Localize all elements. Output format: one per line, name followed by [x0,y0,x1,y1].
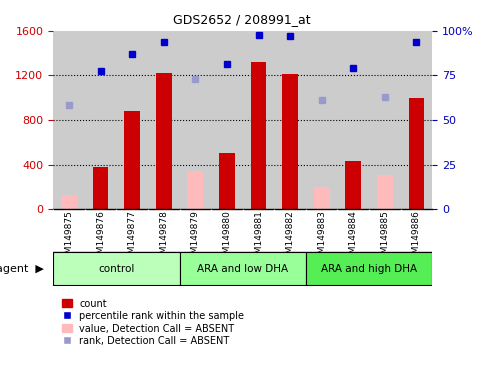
Bar [282,74,298,209]
Bar [180,31,211,209]
Text: GSM149882: GSM149882 [285,210,295,265]
Bar [156,73,171,209]
Text: ARA and low DHA: ARA and low DHA [197,264,288,274]
Bar [211,31,243,209]
Bar [409,98,425,209]
Bar [274,31,306,209]
Text: GSM149886: GSM149886 [412,210,421,265]
Bar [93,167,108,209]
Text: GSM149883: GSM149883 [317,210,326,265]
Bar [369,31,401,209]
Bar [148,31,180,209]
Text: GSM149881: GSM149881 [254,210,263,265]
Bar [187,171,203,209]
Text: GSM149884: GSM149884 [349,210,358,265]
Text: ARA and high DHA: ARA and high DHA [321,264,417,274]
Bar [338,31,369,209]
Bar [306,31,338,209]
Bar [377,175,393,209]
Bar [53,252,180,285]
Text: GSM149877: GSM149877 [128,210,137,265]
Text: GSM149879: GSM149879 [191,210,200,265]
Text: agent  ▶: agent ▶ [0,264,43,274]
Bar [401,31,432,209]
Bar [124,111,140,209]
Bar [314,187,329,209]
Bar [53,31,85,209]
Bar [85,31,116,209]
Bar [180,252,306,285]
Bar [61,195,77,209]
Text: GSM149880: GSM149880 [222,210,231,265]
Text: GDS2652 / 208991_at: GDS2652 / 208991_at [173,13,310,26]
Text: GSM149885: GSM149885 [381,210,389,265]
Bar [251,62,267,209]
Bar [243,31,274,209]
Text: control: control [98,264,134,274]
Bar [116,31,148,209]
Legend: count, percentile rank within the sample, value, Detection Call = ABSENT, rank, : count, percentile rank within the sample… [58,295,248,350]
Text: GSM149876: GSM149876 [96,210,105,265]
Bar [219,154,235,209]
Text: GSM149875: GSM149875 [64,210,73,265]
Bar [345,161,361,209]
Text: GSM149878: GSM149878 [159,210,168,265]
Bar [306,252,432,285]
